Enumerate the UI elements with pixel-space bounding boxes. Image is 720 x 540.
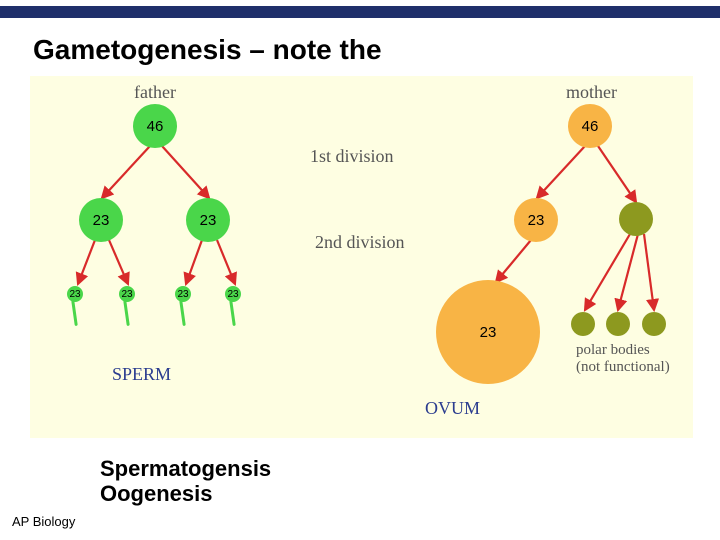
subtext-l1: Spermatogensis — [100, 456, 271, 481]
node-father-46: 46 — [133, 104, 177, 148]
sperm-cell-2: 23 — [114, 286, 142, 326]
node-polar-body-a — [571, 312, 595, 336]
label-father: father — [134, 82, 176, 103]
label-polar-bodies: polar bodies(not functional) — [576, 342, 670, 376]
sperm-cell-1: 23 — [62, 286, 90, 326]
footer: AP Biology — [12, 514, 75, 529]
page-title: Gametogenesis – note the — [33, 34, 382, 66]
node-father-23-right: 23 — [186, 198, 230, 242]
node-mother-23: 23 — [514, 198, 558, 242]
node-polar-body-b — [606, 312, 630, 336]
subtext-l2: Oogenesis — [100, 481, 212, 506]
diagram-canvas: father mother 1st division 2nd division SPER… — [30, 76, 693, 438]
node-father-23-left: 23 — [79, 198, 123, 242]
node-ovum-23: 23 — [436, 280, 540, 384]
label-2nd-division: 2nd division — [315, 232, 405, 253]
node-polar-body-c — [642, 312, 666, 336]
sperm-cell-3: 23 — [170, 286, 198, 326]
subtext: Spermatogensis Oogenesis — [100, 456, 271, 507]
label-mother: mother — [566, 82, 617, 103]
node-polar-body-top — [619, 202, 653, 236]
header-bar — [0, 6, 720, 18]
label-sperm: SPERM — [112, 364, 171, 385]
node-mother-46: 46 — [568, 104, 612, 148]
label-ovum: OVUM — [425, 398, 480, 419]
label-1st-division: 1st division — [310, 146, 394, 167]
sperm-cell-4: 23 — [220, 286, 248, 326]
